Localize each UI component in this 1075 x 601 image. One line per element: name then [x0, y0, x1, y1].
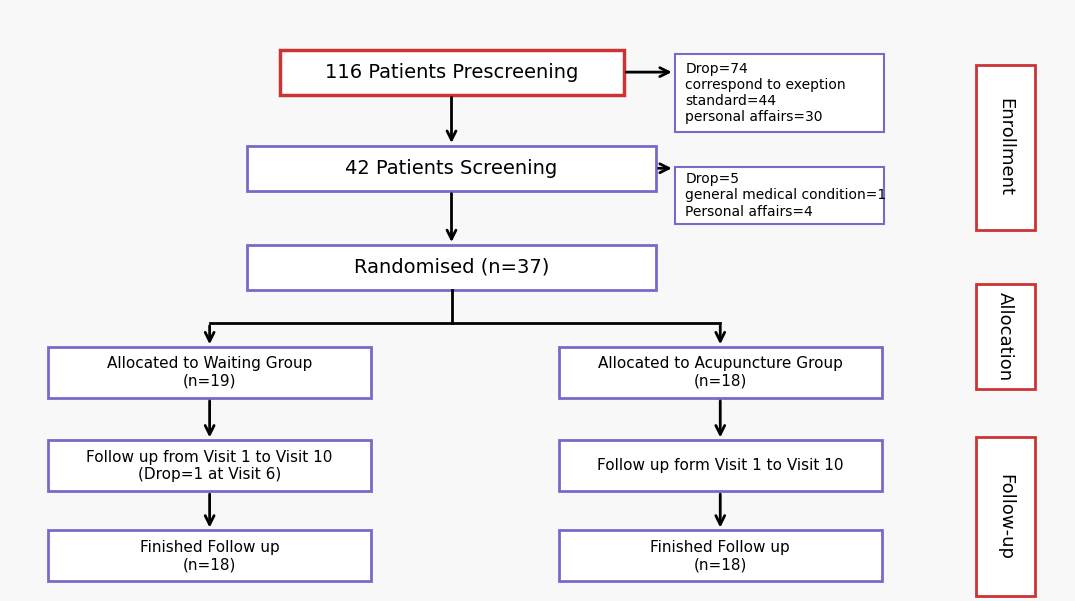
- Text: 116 Patients Prescreening: 116 Patients Prescreening: [325, 63, 578, 82]
- FancyBboxPatch shape: [675, 166, 884, 224]
- Text: Finished Follow up
(n=18): Finished Follow up (n=18): [650, 540, 790, 572]
- FancyBboxPatch shape: [976, 438, 1035, 596]
- FancyBboxPatch shape: [559, 440, 882, 492]
- Text: Finished Follow up
(n=18): Finished Follow up (n=18): [140, 540, 280, 572]
- FancyBboxPatch shape: [280, 49, 624, 94]
- FancyBboxPatch shape: [48, 347, 371, 398]
- Text: Allocation: Allocation: [997, 292, 1014, 381]
- FancyBboxPatch shape: [976, 284, 1035, 389]
- FancyBboxPatch shape: [48, 440, 371, 492]
- Text: Follow up form Visit 1 to Visit 10: Follow up form Visit 1 to Visit 10: [597, 459, 844, 473]
- Text: Drop=74
correspond to exeption
standard=44
personal affairs=30: Drop=74 correspond to exeption standard=…: [686, 62, 846, 124]
- Text: Drop=5
general medical condition=1
Personal affairs=4: Drop=5 general medical condition=1 Perso…: [686, 172, 887, 219]
- FancyBboxPatch shape: [48, 531, 371, 582]
- Text: Follow-up: Follow-up: [997, 474, 1014, 560]
- FancyBboxPatch shape: [247, 145, 656, 191]
- Text: Allocated to Acupuncture Group
(n=18): Allocated to Acupuncture Group (n=18): [598, 356, 843, 389]
- Text: Follow up from Visit 1 to Visit 10
(Drop=1 at Visit 6): Follow up from Visit 1 to Visit 10 (Drop…: [86, 450, 333, 482]
- FancyBboxPatch shape: [976, 65, 1035, 230]
- FancyBboxPatch shape: [559, 347, 882, 398]
- FancyBboxPatch shape: [247, 245, 656, 290]
- Text: 42 Patients Screening: 42 Patients Screening: [345, 159, 558, 178]
- Text: Enrollment: Enrollment: [997, 98, 1014, 197]
- Text: Allocated to Waiting Group
(n=19): Allocated to Waiting Group (n=19): [106, 356, 313, 389]
- FancyBboxPatch shape: [559, 531, 882, 582]
- FancyBboxPatch shape: [675, 54, 884, 132]
- Text: Randomised (n=37): Randomised (n=37): [354, 258, 549, 277]
